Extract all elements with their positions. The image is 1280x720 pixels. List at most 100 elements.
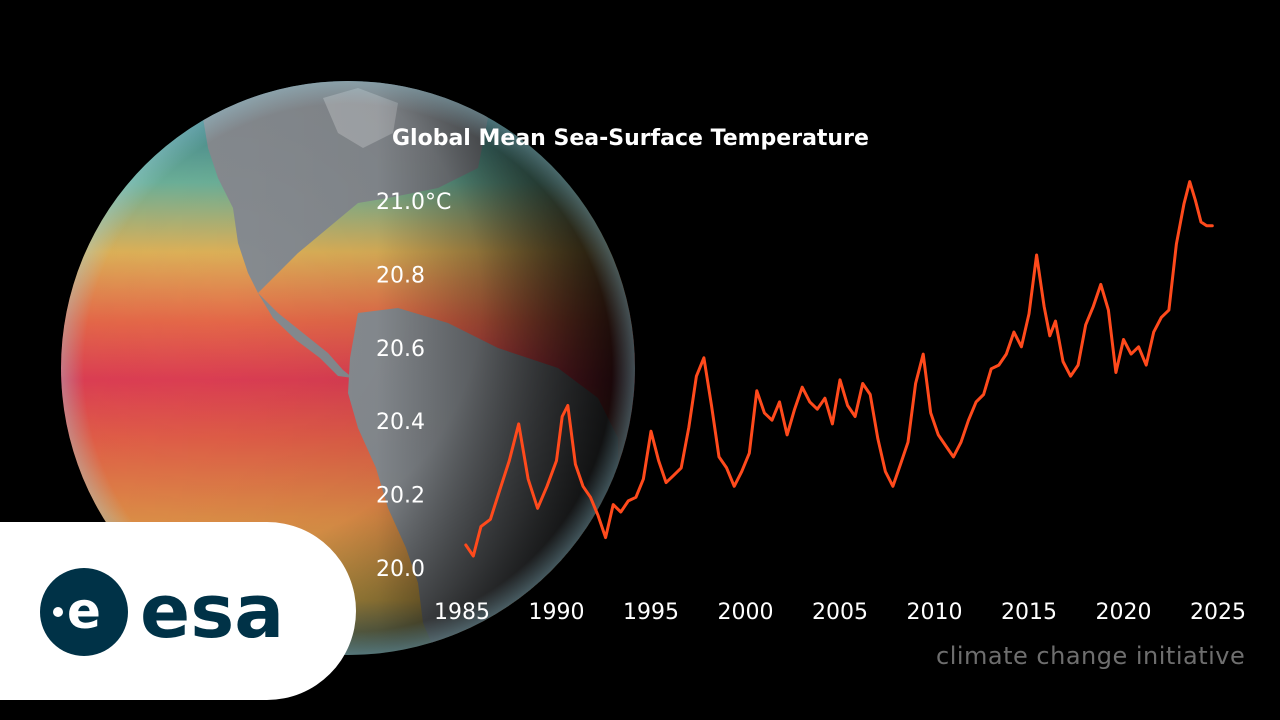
y-axis-ticks: 20.0 20.2 20.4 20.6 20.8 21.0°C	[376, 190, 451, 582]
data-point	[1069, 375, 1072, 378]
data-point	[1092, 305, 1095, 308]
data-point	[1152, 331, 1155, 333]
x-tick-label: 1985	[434, 600, 490, 625]
esa-logo-text: esa	[140, 569, 284, 655]
data-point	[846, 404, 849, 407]
data-point	[1130, 353, 1132, 355]
data-point	[657, 459, 660, 462]
y-tick-label: 20.4	[376, 410, 425, 435]
data-point	[1054, 320, 1057, 322]
data-point	[650, 430, 652, 433]
data-point	[718, 456, 720, 458]
data-point	[1211, 224, 1214, 227]
data-point	[517, 423, 520, 425]
data-point	[1084, 324, 1087, 326]
data-point	[945, 445, 947, 447]
data-point	[680, 467, 682, 469]
data-point	[489, 518, 492, 521]
data-point	[472, 555, 475, 557]
earth-globe	[58, 78, 638, 658]
y-tick-label: 21.0°C	[376, 190, 451, 215]
data-point	[786, 434, 788, 436]
data-point	[1183, 202, 1185, 205]
credit-text: climate change initiative	[936, 642, 1246, 670]
data-point	[869, 393, 871, 396]
data-point	[589, 496, 592, 499]
data-point	[582, 485, 584, 488]
data-point	[635, 496, 637, 499]
data-point	[567, 404, 569, 407]
data-point	[1188, 180, 1191, 183]
data-point	[914, 382, 917, 385]
data-point	[574, 463, 577, 466]
x-tick-label: 2005	[812, 600, 868, 625]
data-point	[929, 412, 932, 414]
x-tick-label: 1995	[623, 600, 679, 625]
x-tick-label: 2000	[718, 600, 774, 625]
data-point	[604, 536, 607, 539]
data-point	[763, 412, 766, 414]
data-point	[1107, 309, 1110, 311]
data-point	[740, 470, 743, 473]
data-point	[998, 364, 1000, 366]
data-point	[1077, 364, 1079, 366]
data-point	[1028, 313, 1030, 315]
data-point	[1175, 243, 1178, 245]
data-point	[695, 375, 698, 378]
x-tick-label: 2025	[1190, 600, 1246, 625]
data-point	[967, 419, 970, 422]
data-point	[546, 485, 548, 488]
data-point	[1160, 316, 1163, 319]
data-point	[854, 415, 856, 418]
data-point	[1005, 353, 1008, 355]
data-point	[1049, 335, 1051, 337]
data-point	[922, 353, 924, 355]
data-point	[756, 390, 758, 392]
data-point	[536, 507, 539, 510]
data-point	[620, 511, 622, 513]
data-point	[555, 459, 558, 462]
svg-text:e: e	[67, 582, 101, 640]
sst-data-points	[465, 180, 1214, 557]
data-point	[672, 474, 675, 477]
data-point	[990, 368, 992, 370]
data-point	[748, 452, 751, 455]
data-point	[877, 437, 879, 440]
data-point	[499, 489, 501, 491]
data-point	[771, 419, 773, 422]
data-point	[809, 401, 811, 403]
sst-series-line	[464, 180, 1214, 558]
data-point	[816, 408, 819, 411]
data-point	[1122, 338, 1125, 341]
x-tick-label: 2020	[1096, 600, 1152, 625]
data-point	[793, 408, 796, 411]
data-point	[703, 357, 705, 359]
data-point	[892, 485, 894, 488]
y-tick-label: 20.0	[376, 557, 425, 582]
data-point	[1168, 309, 1170, 311]
data-point	[1145, 364, 1147, 366]
data-point	[839, 379, 841, 381]
data-point	[982, 393, 985, 396]
data-point	[831, 423, 834, 425]
data-point	[952, 456, 955, 458]
data-point	[1205, 224, 1208, 227]
data-point	[1020, 346, 1023, 348]
data-point	[960, 441, 962, 444]
data-point	[884, 470, 887, 473]
data-point	[824, 397, 826, 400]
x-tick-label: 2015	[1001, 600, 1057, 625]
data-point	[861, 382, 864, 385]
data-point	[597, 514, 599, 517]
data-point	[801, 386, 803, 389]
data-point	[508, 459, 511, 462]
data-point	[1062, 360, 1064, 363]
y-tick-label: 20.8	[376, 263, 425, 288]
data-point	[665, 481, 667, 484]
x-tick-label: 1990	[529, 600, 585, 625]
esa-logo-card: e esa	[0, 522, 356, 700]
data-point	[465, 544, 467, 546]
data-point	[627, 500, 630, 502]
